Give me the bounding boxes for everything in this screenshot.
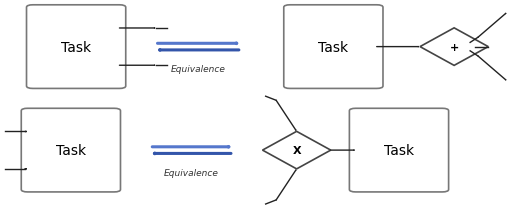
FancyBboxPatch shape	[26, 6, 126, 89]
Text: Task: Task	[384, 143, 414, 157]
Polygon shape	[420, 29, 488, 66]
Text: Task: Task	[318, 40, 349, 54]
FancyBboxPatch shape	[350, 109, 448, 192]
Text: Task: Task	[56, 143, 86, 157]
Text: X: X	[292, 145, 301, 155]
Text: Task: Task	[61, 40, 91, 54]
Text: +: +	[449, 42, 459, 52]
Polygon shape	[262, 132, 331, 169]
FancyBboxPatch shape	[284, 6, 383, 89]
Text: Equivalence: Equivalence	[171, 65, 226, 74]
Text: Equivalence: Equivalence	[164, 168, 219, 177]
FancyBboxPatch shape	[22, 109, 121, 192]
